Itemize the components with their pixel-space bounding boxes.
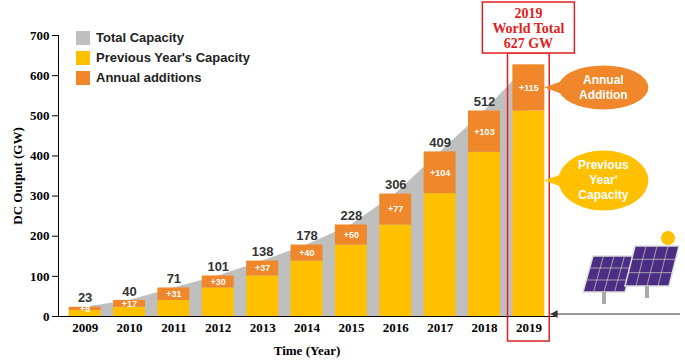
svg-text:138: 138	[252, 244, 274, 259]
svg-text:+37: +37	[255, 263, 270, 273]
svg-text:+17: +17	[122, 299, 137, 309]
svg-text:2009: 2009	[72, 320, 99, 335]
svg-text:+30: +30	[211, 277, 226, 287]
svg-text:2019: 2019	[516, 320, 543, 335]
svg-text:0: 0	[43, 309, 50, 324]
svg-text:2011: 2011	[161, 320, 186, 335]
svg-text:World Total: World Total	[492, 21, 564, 36]
svg-text:71: 71	[167, 271, 181, 286]
svg-text:101: 101	[207, 259, 229, 274]
svg-text:+104: +104	[430, 168, 450, 178]
svg-text:+40: +40	[299, 248, 314, 258]
svg-text:2017: 2017	[427, 320, 454, 335]
svg-text:178: 178	[296, 228, 318, 243]
svg-text:2018: 2018	[472, 320, 499, 335]
svg-text:512: 512	[474, 94, 496, 109]
svg-text:+103: +103	[474, 127, 494, 137]
html-text:Total Capacity: Total Capacity	[96, 30, 184, 45]
svg-text:2010: 2010	[117, 320, 143, 335]
svg-text:400: 400	[30, 148, 50, 163]
svg-text:Capacity: Capacity	[578, 188, 628, 202]
svg-text:+77: +77	[388, 204, 403, 214]
svg-text:Annual: Annual	[583, 73, 624, 87]
svg-text:Addition: Addition	[579, 88, 628, 102]
svg-text:2015: 2015	[338, 320, 365, 335]
svg-text:2016: 2016	[383, 320, 410, 335]
svg-text:+50: +50	[344, 230, 359, 240]
svg-text:2014: 2014	[294, 320, 321, 335]
svg-text:500: 500	[30, 108, 50, 123]
svg-text:100: 100	[30, 269, 50, 284]
svg-text:600: 600	[30, 68, 50, 83]
svg-text:Time (Year): Time (Year)	[274, 343, 341, 358]
svg-text:+8: +8	[80, 303, 91, 314]
svg-text:2012: 2012	[205, 320, 231, 335]
svg-text:306: 306	[385, 177, 407, 192]
svg-text:40: 40	[122, 284, 136, 299]
svg-text:+31: +31	[166, 289, 181, 299]
svg-text:409: 409	[429, 135, 451, 150]
svg-text:Previous: Previous	[578, 158, 629, 172]
svg-text:700: 700	[30, 28, 50, 43]
html-text:Annual additions: Annual additions	[96, 70, 202, 85]
svg-text:627 GW: 627 GW	[504, 36, 553, 51]
svg-text:2019: 2019	[514, 6, 542, 21]
svg-text:Year': Year'	[589, 173, 617, 187]
svg-text:DC Output (GW): DC Output (GW)	[10, 127, 25, 225]
svg-text:228: 228	[341, 208, 363, 223]
svg-text:200: 200	[30, 228, 50, 243]
svg-text:+115: +115	[519, 83, 539, 93]
html-text:Previous Year's Capacity: Previous Year's Capacity	[96, 50, 250, 65]
svg-text:2013: 2013	[250, 320, 277, 335]
svg-text:23: 23	[78, 290, 92, 305]
svg-text:300: 300	[30, 188, 50, 203]
